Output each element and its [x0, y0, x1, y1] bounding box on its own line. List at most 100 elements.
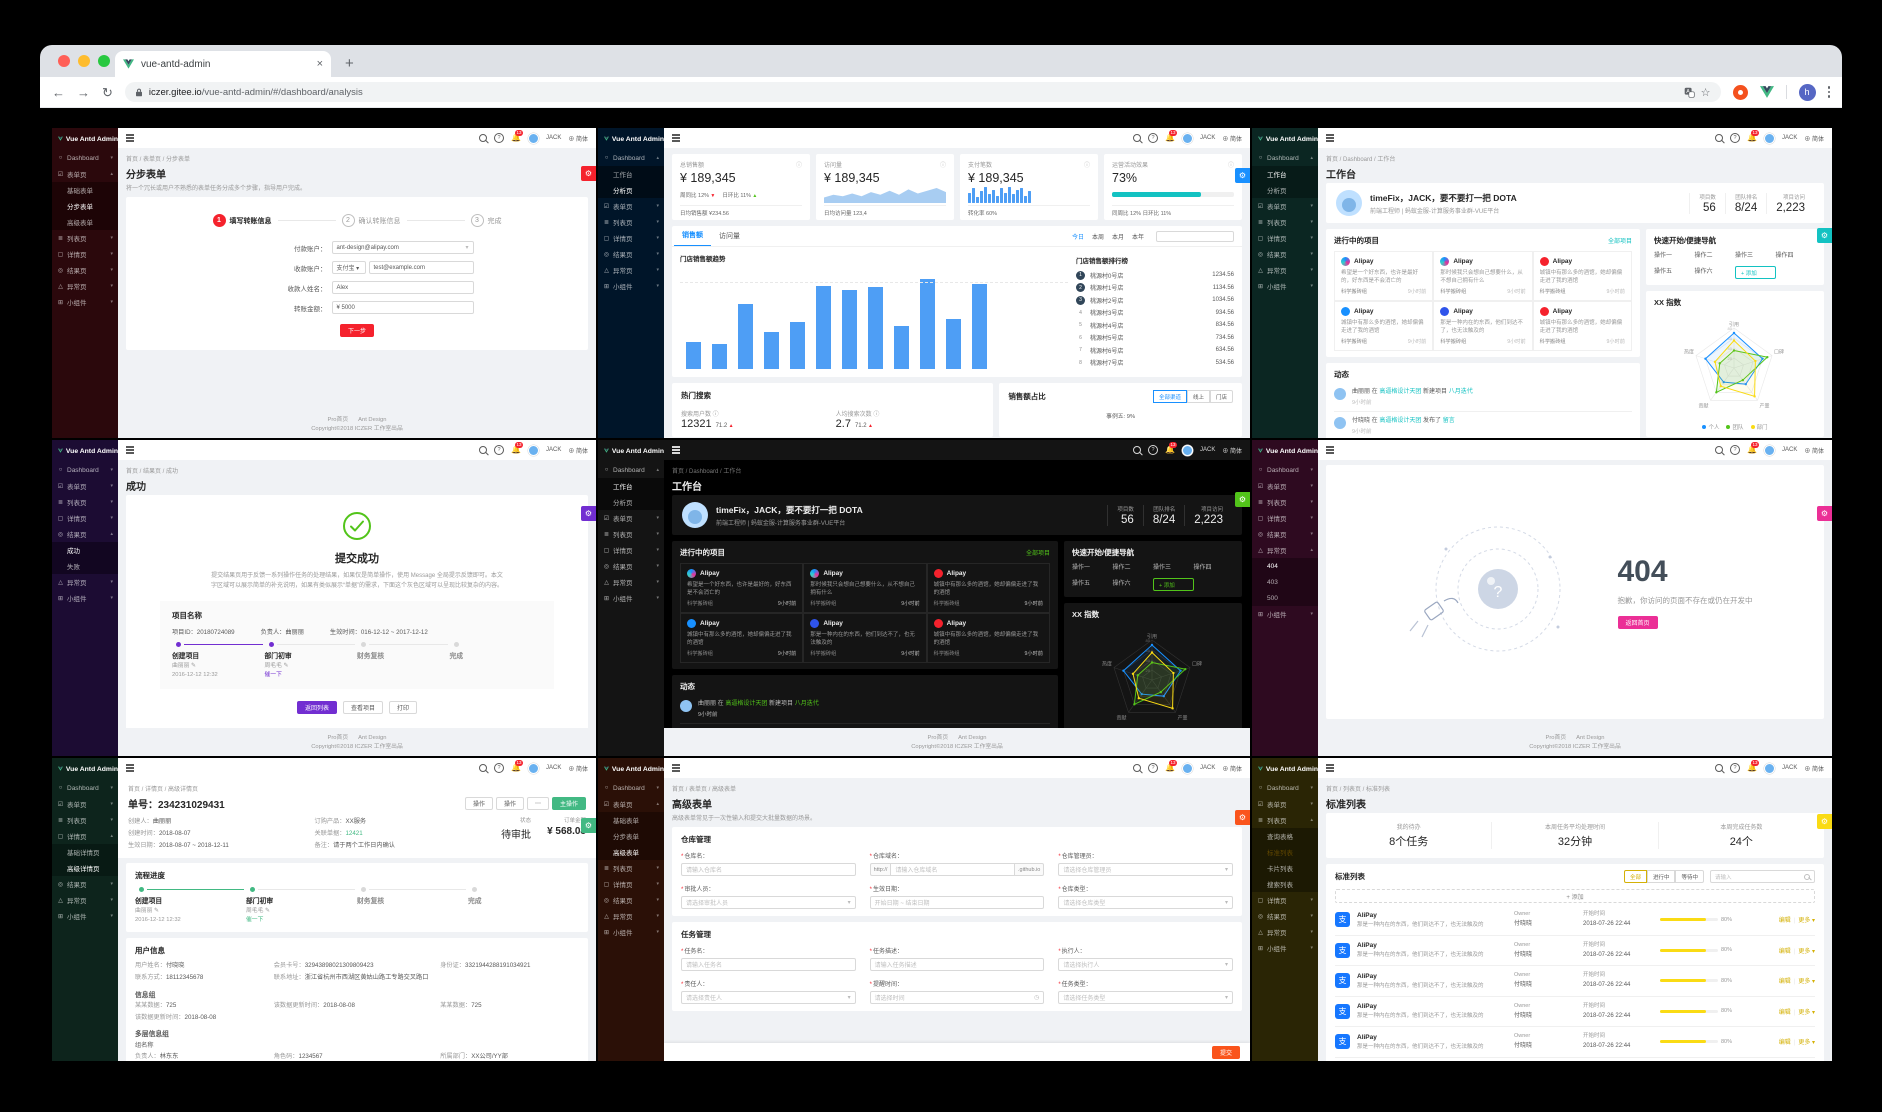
查看项目-button[interactable]: 查看项目 — [342, 700, 383, 714]
sidebar-item-列表页[interactable]: ≣ 列表页 ▾ — [52, 230, 118, 246]
app-logo[interactable]: Vue Antd Admin — [52, 758, 118, 780]
search-icon[interactable] — [479, 446, 488, 454]
footer-link[interactable]: Pro首页 — [1545, 735, 1567, 741]
app-logo[interactable]: Vue Antd Admin — [1252, 440, 1318, 462]
app-logo[interactable]: Vue Antd Admin — [598, 758, 664, 780]
sidebar-item-Dashboard[interactable]: ○ Dashboard ▾ — [52, 462, 118, 478]
sidebar-item-小组件[interactable]: ⊞ 小组件 ▾ — [598, 590, 664, 606]
project-card[interactable]: Alipay 希望是一个好东西，也许是最好的，好东西是不会消亡的 科学搬砖组 9小时前 — [680, 563, 804, 613]
footer-link[interactable]: Ant Design — [358, 417, 387, 423]
sidebar-item-列表页[interactable]: ≣ 列表页 ▾ — [52, 812, 118, 828]
sidebar-item-异常页[interactable]: △ 异常页 ▾ — [1252, 924, 1318, 940]
theme-settings-gear-icon[interactable]: ⚙ — [1235, 810, 1250, 825]
payment-account-select[interactable]: ant-design@alipay.com ▾ — [331, 241, 474, 254]
project-card[interactable]: Alipay 希望是一个好东西，也许是最好的，好东西是不会消亡的 科学搬砖组 9小时前 — [1334, 251, 1434, 301]
sidebar-item-小组件[interactable]: ⊞ 小组件 ▾ — [598, 924, 664, 940]
add-op-button[interactable]: + 添加 — [1735, 266, 1776, 279]
legend-部门[interactable]: 部门 — [1750, 423, 1768, 431]
footer-link[interactable]: Ant Design — [958, 735, 987, 741]
project-card[interactable]: Alipay 那是一种内在的东西，他们到达不了，也无法触及的 科学搬砖组 9小时前 — [803, 613, 927, 663]
filter-线上[interactable]: 线上 — [1186, 390, 1210, 403]
sidebar-item-结果页[interactable]: ◎ 结果页 ▾ — [598, 892, 664, 908]
user-avatar[interactable] — [1181, 762, 1193, 774]
quick-op-操作五[interactable]: 操作五 — [1654, 269, 1673, 275]
quick-op-操作三[interactable]: 操作三 — [1735, 253, 1754, 259]
language-switcher[interactable]: ⊕ 简体 — [568, 448, 588, 455]
sidebar-item-详情页[interactable]: ▢ 详情页 ▴ — [52, 828, 118, 844]
sidebar-item-表单页[interactable]: ☑ 表单页 ▾ — [1252, 796, 1318, 812]
search-icon[interactable] — [479, 134, 488, 142]
collapse-menu-icon[interactable] — [126, 764, 134, 766]
help-icon[interactable]: ? — [1148, 445, 1159, 455]
more-link[interactable]: 更多 ▾ — [1798, 979, 1815, 986]
sidebar-item-详情页[interactable]: ▢ 详情页 ▾ — [1252, 510, 1318, 526]
sidebar-subitem-工作台[interactable]: 工作台 — [598, 166, 664, 182]
list-search-input[interactable]: 请输入 — [1710, 870, 1815, 883]
quick-op-操作二[interactable]: 操作二 — [1112, 565, 1131, 571]
sidebar-subitem-基础表单[interactable]: 基础表单 — [52, 182, 118, 198]
app-logo[interactable]: Vue Antd Admin — [52, 128, 118, 150]
app-logo[interactable]: Vue Antd Admin — [52, 440, 118, 462]
footer-link[interactable]: Pro首页 — [927, 735, 949, 741]
user-avatar[interactable] — [1763, 762, 1775, 774]
project-card[interactable]: Alipay 城镇中有那么多的酒馆，她却偏偏走进了我的酒馆 科学搬砖组 9小时前 — [680, 613, 804, 663]
sidebar-item-表单页[interactable]: ☑ 表单页 ▾ — [52, 796, 118, 812]
related-doc-link[interactable]: 12421 — [345, 829, 363, 837]
next-step-button[interactable]: 下一步 — [339, 324, 374, 337]
list-row[interactable]: 支 AliPay 那是一种内在的东西，他们到达不了，也无法触及的 Owner 付晓晓 开始… — [1335, 997, 1815, 1028]
quick-op-操作二[interactable]: 操作二 — [1694, 253, 1713, 259]
language-switcher[interactable]: ⊕ 简体 — [568, 766, 588, 773]
range-input[interactable]: 开始日期 ~ 结束日期 — [869, 896, 1045, 909]
sidebar-subitem-查询表格[interactable]: 查询表格 — [1252, 828, 1318, 844]
quick-op-操作四[interactable]: 操作四 — [1775, 253, 1794, 259]
sidebar-item-列表页[interactable]: ≣ 列表页 ▾ — [1252, 214, 1318, 230]
language-switcher[interactable]: ⊕ 简体 — [568, 136, 588, 143]
project-card[interactable]: Alipay 城镇中有那么多的酒馆，她却偏偏走进了我的酒馆 科学搬砖组 9小时前 — [1532, 301, 1632, 351]
sidebar-item-结果页[interactable]: ◎ 结果页 ▾ — [598, 558, 664, 574]
edit-link[interactable]: 编辑 — [1778, 948, 1791, 955]
help-icon[interactable]: ? — [1148, 133, 1159, 143]
sidebar-item-结果页[interactable]: ◎ 结果页 ▾ — [1252, 526, 1318, 542]
project-card[interactable]: Alipay 城镇中有那么多的酒馆，她却偏偏走进了我的酒馆 科学搬砖组 9小时前 — [1532, 251, 1632, 301]
footer-link[interactable]: Pro首页 — [327, 735, 349, 741]
tab-销售额[interactable]: 销售额 — [674, 226, 711, 246]
add-item-button[interactable]: + 添加 — [1335, 889, 1815, 903]
sidebar-item-列表页[interactable]: ≣ 列表页 ▾ — [598, 214, 664, 230]
info-icon[interactable]: ⓘ — [939, 163, 946, 169]
search-icon[interactable] — [1715, 134, 1724, 142]
footer-link[interactable]: Pro首页 — [327, 417, 349, 423]
app-logo[interactable]: Vue Antd Admin — [598, 440, 664, 462]
sidebar-item-Dashboard[interactable]: ○ Dashboard ▾ — [52, 150, 118, 166]
sidebar-subitem-分析页[interactable]: 分析页 — [598, 182, 664, 198]
quick-op-操作五[interactable]: 操作五 — [1072, 581, 1091, 587]
form-input[interactable]: ¥ 5000 — [331, 301, 474, 314]
step-3[interactable]: 3 完成 — [470, 214, 502, 227]
info-icon[interactable]: ⓘ — [1227, 163, 1234, 169]
sidebar-item-表单页[interactable]: ☑ 表单页 ▾ — [598, 510, 664, 526]
notification-bell-icon[interactable]: 🔔 13 — [511, 759, 524, 772]
translate-icon[interactable]: A — [1684, 87, 1695, 98]
sidebar-item-小组件[interactable]: ⊞ 小组件 ▾ — [1252, 940, 1318, 956]
sidebar-item-详情页[interactable]: ▢ 详情页 ▾ — [1252, 892, 1318, 908]
more-link[interactable]: 更多 ▾ — [1798, 1040, 1815, 1047]
notification-bell-icon[interactable]: 🔔 13 — [1747, 129, 1760, 142]
sidebar-item-小组件[interactable]: ⊞ 小组件 ▾ — [52, 590, 118, 606]
sidebar-item-异常页[interactable]: △ 异常页 ▾ — [598, 262, 664, 278]
sidebar-item-表单页[interactable]: ☑ 表单页 ▴ — [52, 166, 118, 182]
list-row[interactable]: 支 AliPay 那是一种内在的东西，他们到达不了，也无法触及的 Owner 付晓晓 开始… — [1335, 936, 1815, 967]
all-projects-link[interactable]: 全部项目 — [1025, 551, 1050, 557]
quick-op-操作一[interactable]: 操作一 — [1072, 565, 1091, 571]
sidebar-subitem-卡片列表[interactable]: 卡片列表 — [1252, 860, 1318, 876]
sidebar-item-小组件[interactable]: ⊞ 小组件 ▾ — [52, 908, 118, 924]
app-logo[interactable]: Vue Antd Admin — [598, 128, 664, 150]
help-icon[interactable]: ? — [1730, 133, 1741, 143]
help-icon[interactable]: ? — [494, 445, 505, 455]
submit-button[interactable]: 提交 — [1211, 1045, 1240, 1059]
more-link[interactable]: 更多 ▾ — [1798, 948, 1815, 955]
edit-link[interactable]: 编辑 — [1778, 1009, 1791, 1016]
info-icon[interactable]: ⓘ — [795, 163, 802, 169]
step-2[interactable]: 2 确认转账信息 — [341, 214, 401, 227]
project-card[interactable]: Alipay 城镇中有那么多的酒馆，她却偏偏走进了我的酒馆 科学搬砖组 9小时前 — [926, 563, 1050, 613]
help-icon[interactable]: ? — [1730, 763, 1741, 773]
collapse-menu-icon[interactable] — [1326, 446, 1334, 448]
